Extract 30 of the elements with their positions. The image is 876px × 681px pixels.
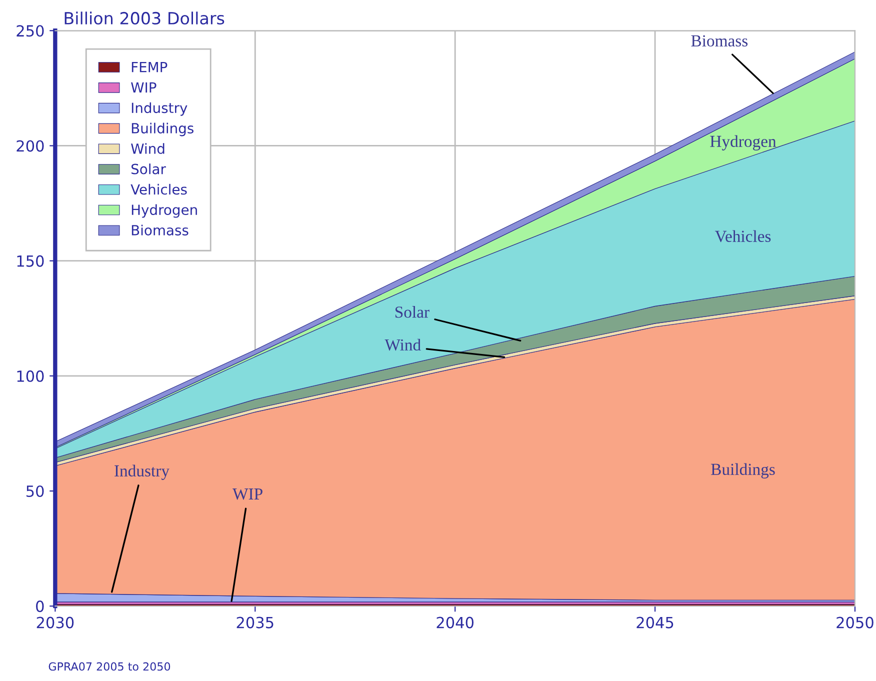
- legend-label: Wind: [131, 143, 164, 154]
- y-tick-label: 250: [16, 25, 44, 37]
- annotation: Industry: [114, 464, 170, 480]
- x-tick-label: 2050: [836, 616, 874, 628]
- legend-label: Industry: [132, 102, 188, 116]
- y-tick-label: 200: [16, 140, 44, 152]
- y-tick-label: 0: [36, 600, 44, 612]
- annotation: Vehicles: [714, 230, 771, 242]
- legend-label: Solar: [131, 164, 166, 174]
- legend-label: Buildings: [132, 122, 194, 136]
- y-axis-title: Billion 2003 Dollars: [64, 12, 224, 25]
- x-tick-label: 2030: [36, 616, 74, 628]
- text: GPRA07 2005 to 2050: [48, 662, 170, 671]
- x-tick-label: 2045: [636, 616, 674, 628]
- x-tick-label: 2040: [436, 616, 474, 628]
- legend-label: FEMP: [132, 62, 168, 72]
- legend-label: Biomass: [132, 224, 188, 236]
- annotation: Wind: [384, 338, 421, 351]
- annotation: Biomass: [691, 35, 748, 46]
- annotation: WIP: [232, 488, 262, 500]
- legend-label: Vehicles: [130, 184, 187, 195]
- x-tick-label: 2035: [236, 616, 274, 628]
- annotation: Solar: [395, 306, 430, 318]
- y-tick-label: 150: [17, 255, 44, 267]
- y-tick-label: 100: [17, 370, 44, 382]
- annotation: Buildings: [711, 463, 775, 478]
- legend-label: Hydrogen: [132, 204, 197, 218]
- annotation: Hydrogen: [710, 135, 776, 150]
- legend-label: WIP: [131, 82, 156, 93]
- y-tick-label: 50: [26, 485, 44, 498]
